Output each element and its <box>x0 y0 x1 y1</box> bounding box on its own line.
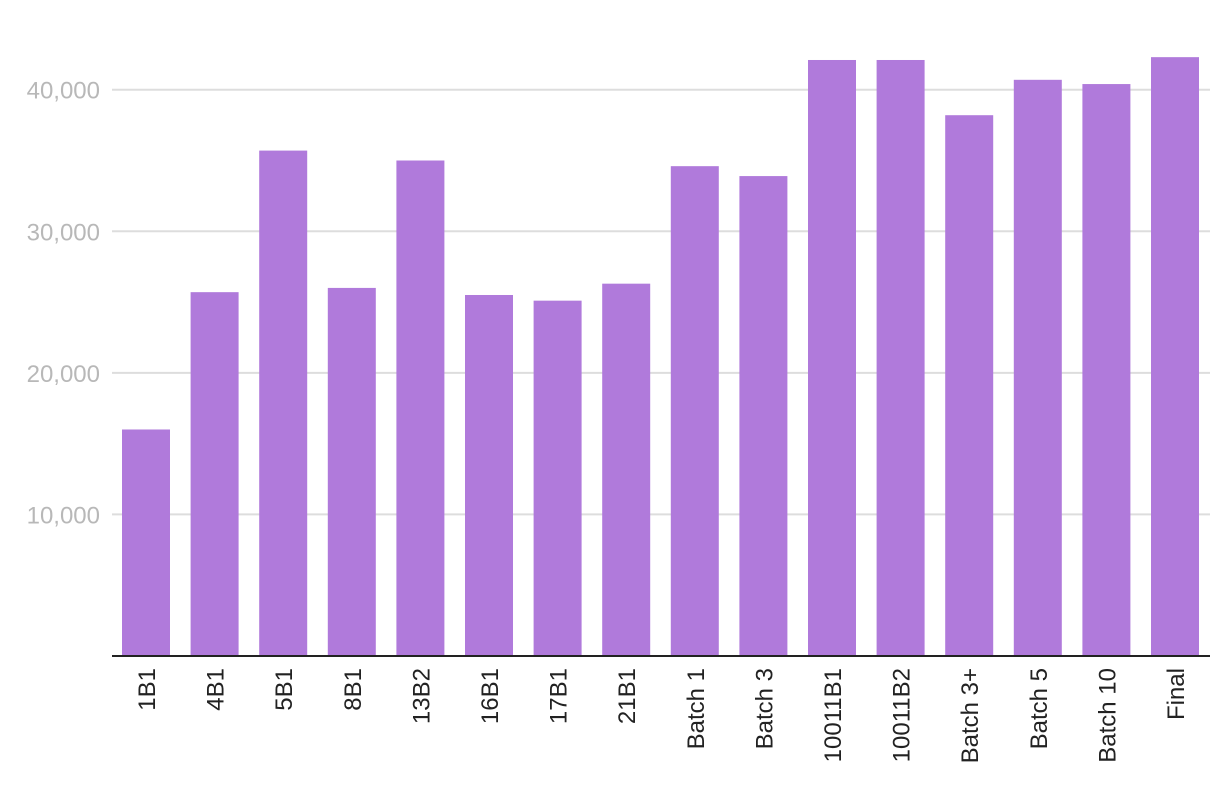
x-tick-label: 13B2 <box>408 668 435 724</box>
y-tick-label: 40,000 <box>27 78 100 105</box>
bar <box>259 150 308 656</box>
x-tick-label: Batch 3+ <box>957 668 984 763</box>
x-axis-ticks: 1B1 4B1 5B1 8B1 13B2 16B1 17B1 21B1 Batch 1 Batch… <box>134 668 1190 763</box>
x-tick-label: 1B1 <box>134 668 161 711</box>
x-tick-label: 8B1 <box>340 668 367 711</box>
bar <box>122 429 170 656</box>
bar <box>1082 84 1131 657</box>
bar <box>876 59 925 656</box>
x-tick-label: Batch 5 <box>1026 668 1053 749</box>
x-tick-label: 10011B1 <box>820 668 847 762</box>
x-tick-label: Batch 10 <box>1094 668 1121 763</box>
bar <box>1013 79 1062 657</box>
bars <box>122 57 1199 657</box>
bar <box>465 294 513 656</box>
bar <box>327 287 376 656</box>
x-tick-label: 16B1 <box>477 668 504 724</box>
x-tick-label: 5B1 <box>271 668 298 711</box>
y-tick-label: 20,000 <box>27 361 100 388</box>
x-tick-label: 4B1 <box>203 668 230 711</box>
bar <box>1151 57 1199 656</box>
x-tick-label: 21B1 <box>614 668 641 724</box>
bar <box>602 283 651 656</box>
bar <box>533 300 582 656</box>
bar <box>396 160 445 656</box>
bar <box>808 59 856 656</box>
x-tick-label: 10011B2 <box>889 668 916 762</box>
bar <box>739 176 788 656</box>
x-tick-label: 17B1 <box>546 668 573 724</box>
bar <box>670 166 719 657</box>
y-axis-ticks: 10,000 20,000 30,000 40,000 <box>27 78 100 530</box>
x-tick-label: Final <box>1163 668 1190 720</box>
y-tick-label: 10,000 <box>27 502 100 529</box>
x-tick-label: Batch 3 <box>751 668 778 749</box>
bar <box>945 115 994 656</box>
bar <box>190 292 239 656</box>
x-tick-label: Batch 1 <box>683 668 710 749</box>
y-tick-label: 30,000 <box>27 219 100 246</box>
